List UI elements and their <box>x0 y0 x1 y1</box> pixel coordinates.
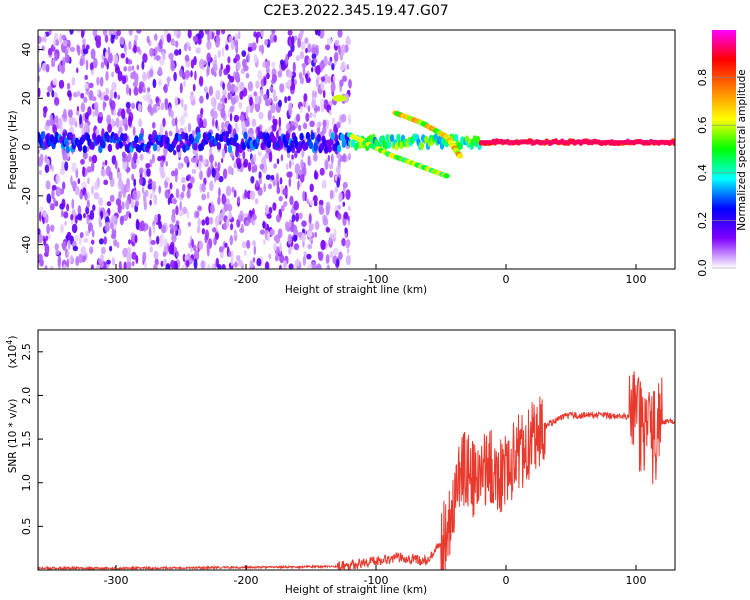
carrier-core <box>480 140 675 145</box>
x-tick-label: 100 <box>626 273 647 286</box>
snr-y-ticks: 0.5 1.0 1.5 2.0 2.5 <box>20 343 43 535</box>
snr-x-ticks: -300 -200 -100 0 100 <box>104 565 647 587</box>
colorbar-tick-label: 0.6 <box>696 116 709 134</box>
spectrogram-heat <box>38 30 675 269</box>
snr-y-scale-close: ) <box>7 336 19 340</box>
figure-title: C2E3.2022.345.19.47.G07 <box>263 3 448 19</box>
colorbar-tick-label: 0.0 <box>696 259 709 277</box>
y-tick-label: 2.0 <box>20 387 33 405</box>
x-tick-label: -300 <box>104 273 129 286</box>
snr-y-scale-exp: 4 <box>5 340 14 345</box>
signal-blob <box>332 94 347 102</box>
y-tick-label: 1.0 <box>20 474 33 492</box>
x-tick-label: 0 <box>503 574 510 587</box>
lower-branch <box>346 132 450 179</box>
y-tick-label: 20 <box>20 91 33 105</box>
snr-y-axis-label: SNR (10 * v/v) <box>7 399 19 474</box>
spectrogram-y-ticks: -40 -20 0 20 40 <box>20 43 43 254</box>
snr-panel: -300 -200 -100 0 100 0.5 1.0 1.5 2.0 2.5 Height … <box>5 329 676 596</box>
y-tick-label: 0 <box>20 144 33 151</box>
snr-frame <box>37 329 676 571</box>
colorbar-ticks: 0.0 0.2 0.4 0.6 0.8 <box>696 69 736 277</box>
snr-y-scale-base: (x10 <box>7 345 19 369</box>
x-tick-label: -100 <box>364 574 389 587</box>
spectrogram-x-axis-label: Height of straight line (km) <box>285 284 427 296</box>
snr-x-axis-label: Height of straight line (km) <box>285 584 427 596</box>
x-tick-label: -100 <box>364 273 389 286</box>
x-tick-label: 100 <box>626 574 647 587</box>
colorbar-gradient <box>712 30 736 268</box>
y-tick-label: 40 <box>20 43 33 57</box>
colorbar: 0.0 0.2 0.4 0.6 0.8 Normalized spectral ampl… <box>696 30 748 277</box>
upper-branch <box>392 110 464 159</box>
spectrogram-x-ticks: -300 -200 -100 0 100 <box>104 264 647 286</box>
y-tick-label: -20 <box>20 187 33 205</box>
x-tick-label: -300 <box>104 574 129 587</box>
y-tick-label: 0.5 <box>20 518 33 536</box>
snr-background <box>38 330 675 570</box>
colorbar-tick-label: 0.8 <box>696 69 709 87</box>
colorbar-label: Normalized spectral amplitude <box>736 69 748 230</box>
colorbar-tick-label: 0.2 <box>696 212 709 230</box>
x-tick-label: -200 <box>234 273 259 286</box>
spectrogram-y-axis-label: Frequency (Hz) <box>7 110 19 189</box>
snr-series-line <box>38 371 675 570</box>
x-tick-label: 0 <box>503 273 510 286</box>
y-tick-label: 2.5 <box>20 343 33 361</box>
spectrogram-frame <box>37 29 676 270</box>
colorbar-tick-label: 0.4 <box>696 164 709 182</box>
x-tick-label: -200 <box>234 574 259 587</box>
snr-y-scale-note: (x104) <box>5 336 19 369</box>
y-tick-label: 1.5 <box>20 430 33 448</box>
y-tick-label: -40 <box>20 236 33 254</box>
